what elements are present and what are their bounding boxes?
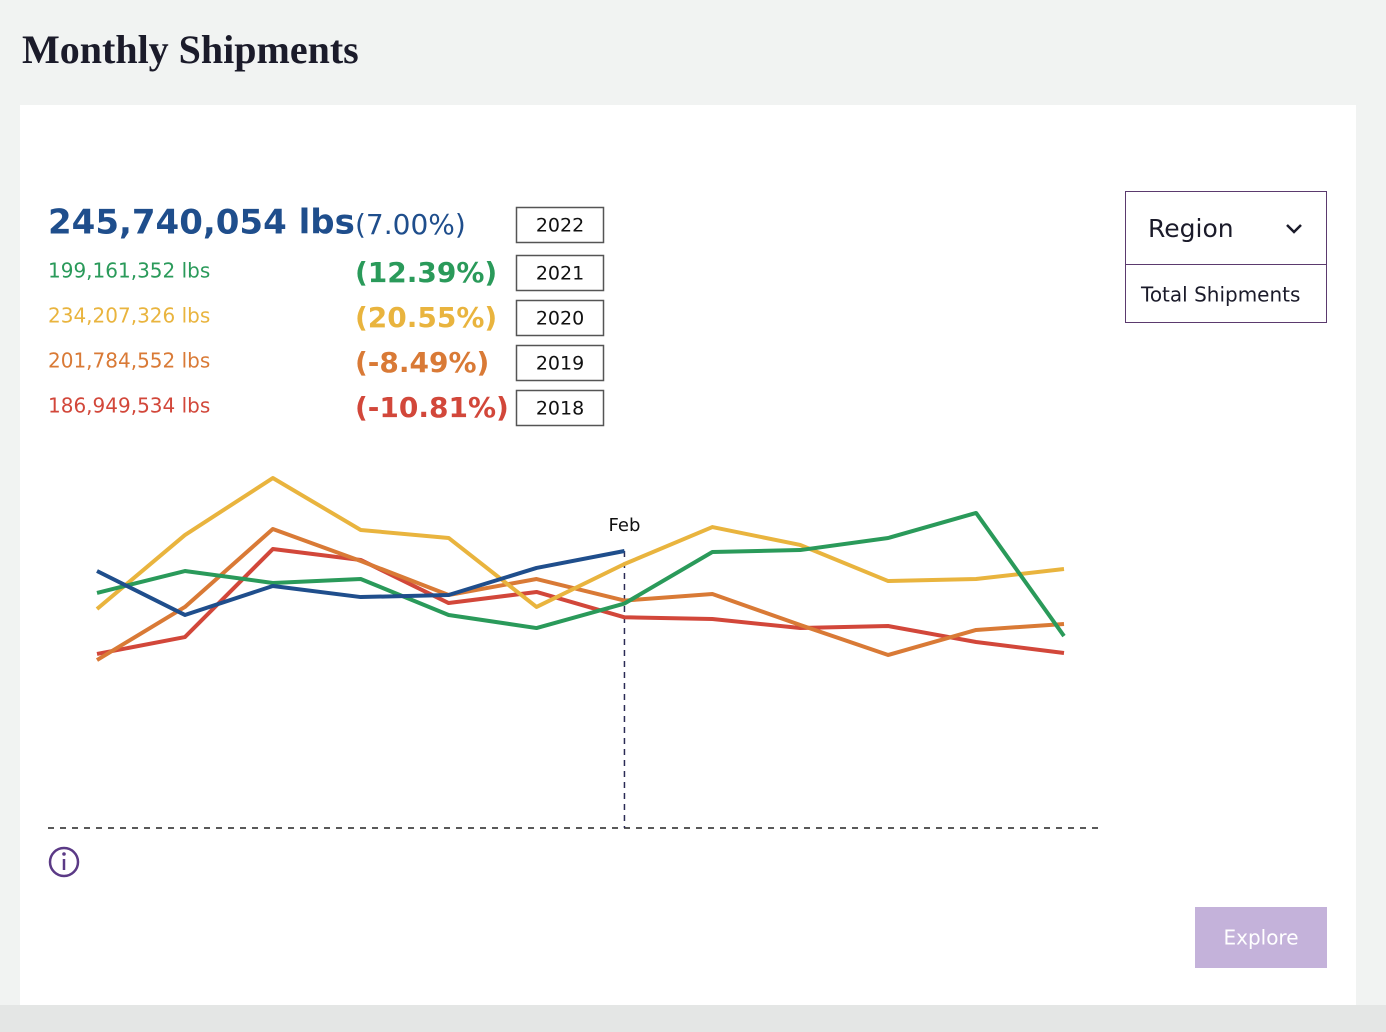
- series-total: 245,740,054 lbs: [48, 203, 355, 243]
- explore-button[interactable]: [1195, 907, 1327, 968]
- year-button[interactable]: [515, 389, 605, 427]
- series-change: (12.39%): [355, 256, 497, 289]
- year-button[interactable]: [515, 344, 605, 382]
- year-button[interactable]: [515, 254, 605, 292]
- series-change: (20.55%): [355, 301, 497, 334]
- info-circle: [48, 846, 80, 878]
- year-button[interactable]: [515, 206, 605, 244]
- x-tick-label: Feb: [609, 515, 641, 536]
- series-change: (-10.81%): [355, 391, 509, 424]
- series-line: [95, 476, 1065, 611]
- bottom-strip: [0, 1005, 1386, 1032]
- series-total: 234,207,326 lbs: [48, 304, 210, 328]
- series-total: 201,784,552 lbs: [48, 349, 210, 373]
- series-change: (-8.49%): [355, 346, 489, 379]
- year-label: 2018: [536, 398, 584, 420]
- dropdown-option[interactable]: Total Shipments: [1140, 283, 1300, 307]
- dropdown-label: Region: [1148, 214, 1234, 243]
- info-dot: [62, 852, 66, 856]
- year-label: 2022: [536, 215, 584, 237]
- explore-label: Explore: [1223, 926, 1298, 950]
- series-line: [96, 510, 1066, 638]
- year-label: 2019: [536, 353, 584, 375]
- year-label: 2020: [536, 308, 584, 330]
- page-title: Monthly Shipments: [22, 27, 359, 72]
- series-change: (7.00%): [355, 208, 466, 241]
- series-line: [96, 547, 1065, 656]
- dropdown-box: [1125, 191, 1327, 323]
- year-label: 2021: [536, 263, 584, 285]
- series-total: 199,161,352 lbs: [48, 259, 210, 283]
- series-total: 186,949,534 lbs: [48, 394, 210, 418]
- series-line: [96, 549, 625, 617]
- year-button[interactable]: [515, 299, 605, 337]
- info-icon[interactable]: [48, 846, 80, 878]
- chevron: [1286, 224, 1302, 234]
- region-dropdown[interactable]: Region Total Shipments: [1125, 191, 1327, 323]
- series-line: [95, 526, 1065, 662]
